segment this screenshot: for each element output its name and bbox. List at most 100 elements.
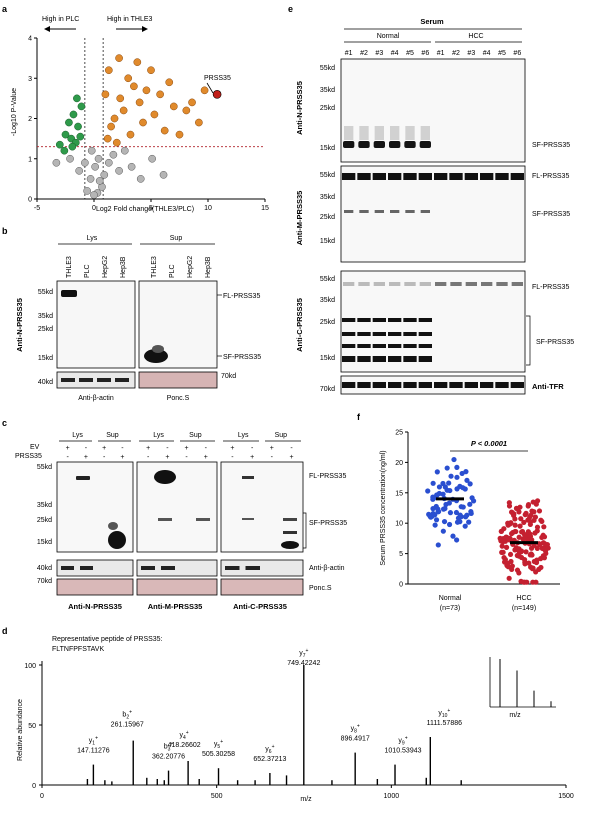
normal-point	[450, 533, 456, 539]
point-ns	[81, 158, 89, 167]
hcc-point	[511, 511, 517, 517]
mw-marker: 15kd	[37, 539, 52, 546]
normal-point	[446, 521, 453, 528]
mw-marker: 35kd	[320, 297, 335, 304]
panel-letter-c: c	[2, 418, 7, 428]
sf-smear	[405, 126, 415, 140]
group-label-normal: Normal	[439, 595, 462, 602]
fl-band-c	[404, 282, 416, 286]
hcc-point	[534, 545, 540, 551]
normal-point	[464, 477, 470, 483]
sf-band	[358, 141, 370, 148]
mw-marker: 55kd	[320, 65, 335, 72]
fl-band	[403, 173, 417, 180]
band-sf-thle3-sup	[144, 349, 168, 363]
hcc-point	[503, 544, 510, 550]
ev-sign: +	[102, 445, 106, 452]
blot-frame	[220, 461, 304, 553]
actin-band	[245, 566, 260, 570]
point-thle3	[175, 130, 184, 139]
actin-frame	[56, 559, 134, 577]
point-thle3	[139, 118, 147, 127]
sf-band	[373, 141, 385, 148]
sf-band-c	[357, 318, 371, 322]
normal-point	[430, 494, 436, 500]
sf-band-c	[342, 344, 356, 348]
sf-smear	[420, 126, 430, 140]
mw-marker: 35kd	[320, 194, 335, 201]
normal-point	[451, 456, 457, 463]
prss35-sign: +	[120, 454, 124, 461]
serum-lane-label: #3	[375, 50, 383, 57]
ms-spectrum: 0 500 1000 1500 0 50 100 y1+147.11276 b2+261.159…	[24, 648, 574, 800]
mw-marker: 55kd	[320, 172, 335, 179]
sf-band-m	[344, 210, 354, 213]
sf-band-c	[342, 318, 356, 322]
panel-letter-a: a	[2, 4, 8, 14]
hcc-point	[537, 541, 543, 548]
ion-mz: 261.15967	[111, 722, 144, 729]
normal-point	[432, 522, 438, 528]
hcc-point	[528, 552, 535, 558]
panel-letter-f: f	[357, 412, 361, 422]
blot-frame	[340, 58, 526, 163]
high-in-thle3-label: High in THLE3	[107, 16, 153, 23]
y-tick-label: 3	[28, 76, 32, 83]
hcc-point	[518, 516, 524, 522]
hcc-point	[536, 508, 543, 514]
spectrum-xlabel: m/z	[300, 796, 312, 803]
point-ns	[91, 162, 99, 171]
sf-band-c	[403, 344, 417, 348]
point-thle3	[124, 74, 133, 83]
ponc-frame	[136, 578, 218, 596]
hcc-point	[521, 557, 528, 563]
point-thle3	[126, 130, 135, 139]
fl-band	[434, 173, 448, 180]
lys-label: Lys	[153, 432, 164, 439]
actin-band	[80, 566, 93, 570]
group-n-hcc: (n=149)	[512, 605, 536, 612]
point-thle3	[119, 106, 128, 115]
ev-label: EV	[30, 444, 40, 451]
point-ns	[66, 154, 74, 163]
hcc-point	[541, 541, 548, 547]
mw-marker: 35kd	[37, 502, 52, 509]
e-sf-label-1: SF-PRSS35	[532, 142, 570, 149]
normal-point	[454, 474, 460, 480]
normal-point	[433, 517, 440, 523]
serum-lane-label: #5	[498, 50, 506, 57]
y-tick-label: 4	[28, 36, 32, 43]
band-fl-thle3	[61, 290, 77, 297]
normal-point	[455, 515, 462, 521]
point-plc	[69, 110, 78, 119]
prss35-pointer	[206, 82, 214, 94]
sf-band-c	[403, 332, 417, 336]
ion-label: b3+	[164, 742, 174, 753]
hcc-point	[522, 561, 528, 567]
mw-marker: 35kd	[320, 87, 335, 94]
panel-letter-d: d	[2, 626, 8, 636]
sf-band-m	[359, 210, 369, 213]
point-thle3	[115, 54, 123, 62]
lane-label: Hep3B	[120, 256, 127, 278]
hcc-point	[516, 534, 522, 540]
point-ns	[136, 175, 145, 183]
normal-point	[468, 510, 474, 517]
panel-b-fl-label: FL-PRSS35	[223, 293, 260, 300]
y-tick-label: 5	[399, 551, 403, 558]
mw-marker: 70kd	[221, 373, 236, 380]
point-thle3	[135, 98, 144, 107]
sf-band-c	[372, 332, 386, 336]
hcc-point	[528, 545, 535, 551]
y-tick-label: 0	[32, 783, 36, 790]
sf-band-m	[420, 210, 430, 213]
band-fl-lys	[76, 476, 90, 480]
group-label-hcc: HCC	[516, 595, 531, 602]
hcc-point	[527, 514, 533, 520]
band-sf-m-sup	[196, 518, 210, 521]
hcc-point	[502, 556, 509, 563]
normal-point	[435, 542, 441, 548]
serum-label: Serum	[420, 17, 444, 26]
tfr-band	[464, 382, 478, 388]
point-thle3	[160, 126, 169, 135]
